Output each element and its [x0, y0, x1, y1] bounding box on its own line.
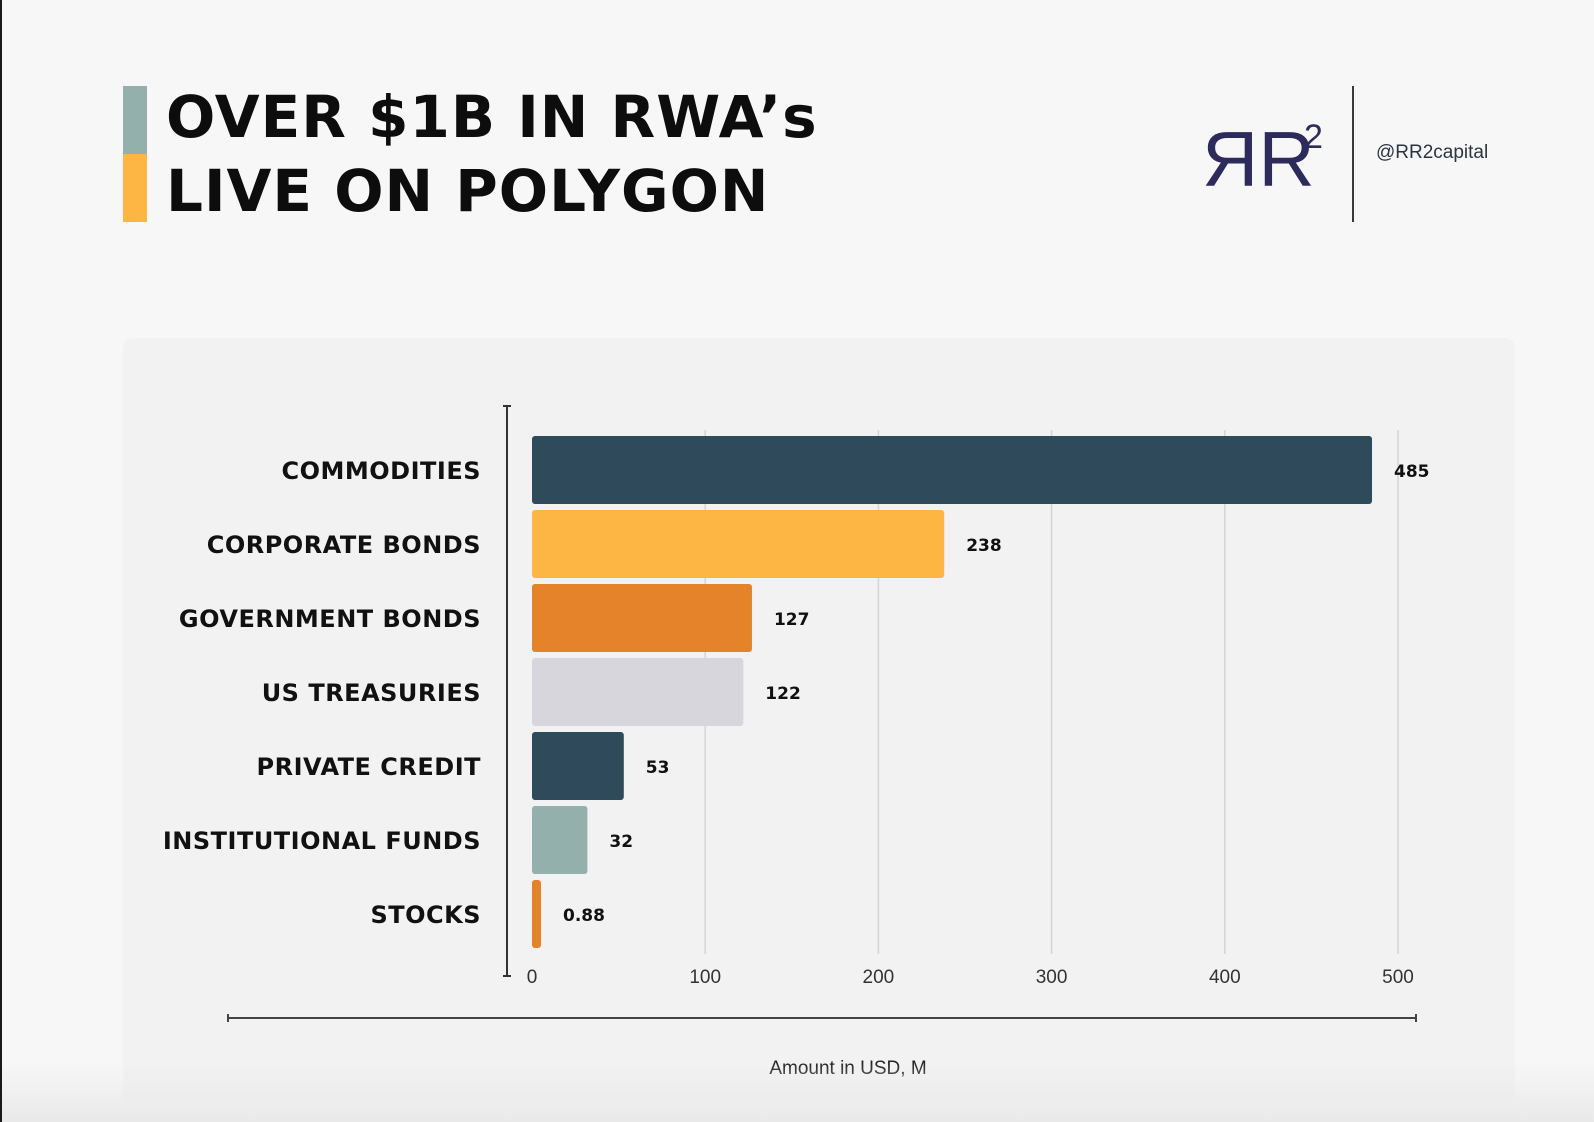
x-tick-label: 300 — [1036, 967, 1068, 988]
title-accent-bottom — [123, 154, 147, 222]
category-label: CORPORATE BONDS — [207, 531, 481, 559]
page-title: OVER $1B IN RWA’s LIVE ON POLYGON — [166, 80, 818, 228]
bar — [532, 436, 1373, 504]
bar — [532, 584, 752, 652]
data-label: 32 — [609, 832, 633, 852]
bar — [532, 880, 541, 948]
x-tick-label: 100 — [689, 967, 721, 988]
logo-divider — [1352, 86, 1354, 222]
bar — [532, 732, 624, 800]
x-tick-label: 0 — [527, 967, 538, 988]
category-label: GOVERNMENT BONDS — [179, 605, 481, 633]
logo-superscript: 2 — [1304, 118, 1323, 156]
title-line-2: LIVE ON POLYGON — [166, 157, 770, 225]
x-tick-label: 500 — [1382, 967, 1414, 988]
title-line-1: OVER $1B IN RWA’s — [166, 83, 818, 151]
logo-text: ЯR — [1202, 115, 1315, 200]
category-label: INSTITUTIONAL FUNDS — [163, 827, 481, 855]
data-label: 127 — [774, 610, 810, 630]
category-label: STOCKS — [370, 901, 481, 929]
x-tick-label: 200 — [863, 967, 895, 988]
x-tick-label: 400 — [1209, 967, 1241, 988]
data-label: 0.88 — [563, 906, 605, 926]
bar — [532, 806, 588, 874]
category-label: COMMODITIES — [281, 457, 481, 485]
rr2-logo: ЯR 2 — [1202, 115, 1323, 200]
social-handle: @RR2capital — [1376, 142, 1489, 163]
category-label: PRIVATE CREDIT — [257, 753, 482, 781]
data-label: 238 — [966, 536, 1002, 556]
data-label: 53 — [646, 758, 670, 778]
data-label: 485 — [1394, 462, 1430, 482]
bar — [532, 510, 945, 578]
bar — [532, 658, 744, 726]
category-label: US TREASURIES — [262, 679, 481, 707]
data-label: 122 — [765, 684, 801, 704]
x-axis-title: Amount in USD, M — [769, 1058, 926, 1079]
title-accent-top — [123, 86, 147, 154]
